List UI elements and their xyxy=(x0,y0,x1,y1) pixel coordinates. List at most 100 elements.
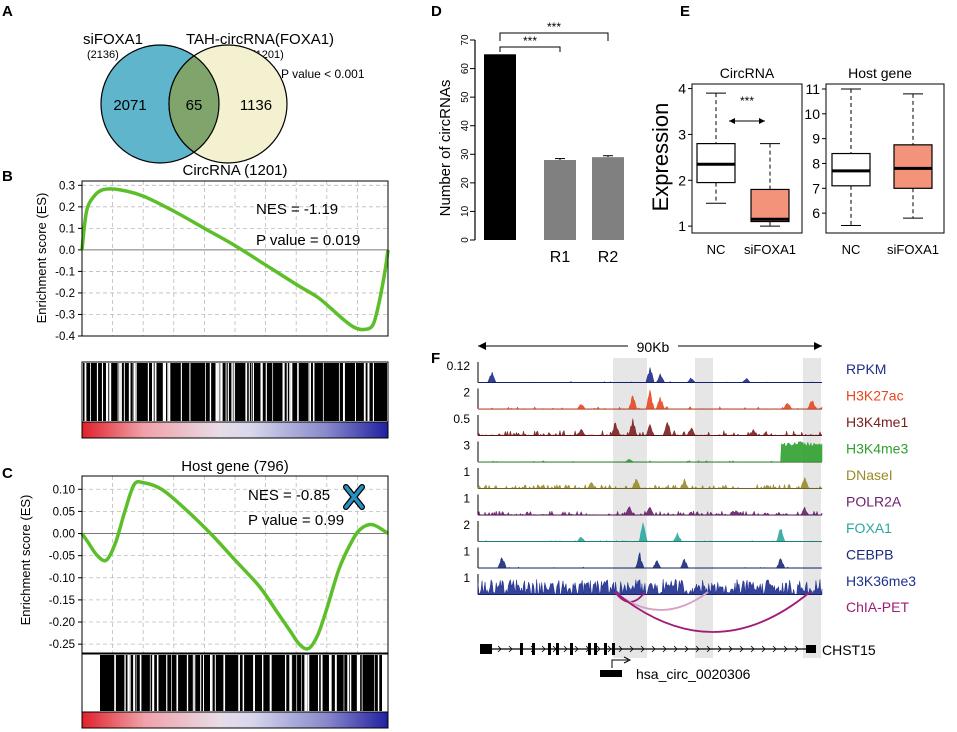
track-scale: 0.5 xyxy=(453,412,470,426)
track-name: CEBPB xyxy=(846,547,893,563)
gene-strand-arrow xyxy=(651,645,656,653)
panel-b-label: B xyxy=(2,168,13,185)
box-ytick-label: 8 xyxy=(812,155,820,171)
gene-strand-arrow xyxy=(640,645,645,653)
gsea-ytick-label: -0.25 xyxy=(49,639,75,651)
gene-strand-arrow xyxy=(552,645,557,653)
panel-e: E Expression CircRNA Host gene 1 2 3 4 6 7 8 9… xyxy=(648,3,945,257)
bar-ylabel: Number of circRNAs xyxy=(437,80,454,217)
track-signal xyxy=(477,418,823,437)
venn-left-title: siFOXA1 xyxy=(83,31,143,48)
bar-ytick-label: 50 xyxy=(460,91,471,103)
bar-yticks: 0 10 20 30 40 50 60 70 xyxy=(460,34,475,243)
track-name: H3K27ac xyxy=(846,388,904,404)
box-ytick-label: 6 xyxy=(812,205,820,221)
signal-tracks: 0.12 RPKM 2 H3K27ac 0.5 H3K4me1 3 H3K4me3 1 DNase… xyxy=(447,359,916,596)
gsea-b-grid xyxy=(82,181,388,337)
track-scale: 1 xyxy=(463,571,470,585)
gsea-ytick-label: -0.05 xyxy=(49,551,75,563)
box-body xyxy=(750,188,790,223)
track-name: DNaseI xyxy=(846,467,893,483)
gene-strand-arrow xyxy=(541,645,546,653)
venn-right-only: 1136 xyxy=(240,97,272,114)
box2-title: Host gene xyxy=(848,65,912,81)
gene-strand-arrow xyxy=(794,645,799,653)
track-signal xyxy=(477,476,823,490)
bar-ytick-label: 40 xyxy=(460,120,471,132)
gene-strand-arrow xyxy=(585,645,590,653)
track-scale: 1 xyxy=(463,545,470,559)
box2-xlabel-sifoxa1: siFOXA1 xyxy=(887,242,939,257)
panel-f: F 90Kb 0.12 RPKM 2 H3K27ac 0.5 H3K4me1 3 H3K4me… xyxy=(431,338,916,682)
gene-strand-arrow xyxy=(750,645,755,653)
gsea-c-ylabel: Enrichment score (ES) xyxy=(18,495,33,626)
gene-exon xyxy=(556,643,559,655)
gene-exon xyxy=(806,645,816,653)
gsea-c-rank-gradient xyxy=(81,711,389,729)
gene-strand-arrow xyxy=(629,645,634,653)
circ-label: hsa_circ_0020306 xyxy=(636,666,751,682)
gsea-ytick-label: -0.15 xyxy=(49,595,75,607)
box-ytick-label: 10 xyxy=(804,106,820,122)
gsea-ytick-label: -0.1 xyxy=(55,266,75,278)
gsea-ytick-label: -0.2 xyxy=(55,288,75,300)
gsea-ytick-label: 0.10 xyxy=(53,484,75,496)
track-scale: 2 xyxy=(463,386,470,400)
track-signal xyxy=(477,506,823,516)
box-ytick-label: 4 xyxy=(678,81,686,97)
venn-left-only: 2071 xyxy=(113,97,146,114)
gsea-b-frame xyxy=(81,180,389,337)
gene-strand-arrow xyxy=(684,645,689,653)
track-name: FOXA1 xyxy=(846,520,892,536)
gsea-c-yticks: 0.10 0.05 0.00 -0.05 -0.10 -0.15 -0.20 -0.25 xyxy=(49,484,82,651)
gene-model xyxy=(480,643,816,655)
bar-ytick-label: 70 xyxy=(460,34,471,46)
track-signal xyxy=(477,578,823,596)
gsea-c-frame xyxy=(81,475,389,654)
track-scale: 1 xyxy=(463,492,470,506)
gsea-hit-block xyxy=(100,655,382,711)
gene-exon xyxy=(570,643,573,655)
box1-sig: *** xyxy=(740,94,754,108)
gsea-b-es-line xyxy=(80,187,390,332)
gsea-c-title: Host gene (796) xyxy=(181,458,289,475)
track-name: H3K4me1 xyxy=(846,414,908,430)
gene-strand-arrow xyxy=(508,645,513,653)
gene-strand-arrow xyxy=(618,645,623,653)
bar-sig-bracket-2 xyxy=(499,32,609,41)
track-name: POLR2A xyxy=(846,494,902,510)
gene-exon xyxy=(548,643,551,655)
chiapet-arcs xyxy=(614,591,811,633)
gene-exon xyxy=(604,643,607,655)
gene-exon xyxy=(480,644,492,654)
gsea-ytick-label: 0.05 xyxy=(53,506,75,518)
box1-xlabel-sifoxa1: siFOXA1 xyxy=(744,242,796,257)
bar-sig-bracket-1 xyxy=(499,46,561,52)
gene-strand-arrow xyxy=(673,645,678,653)
gene-strand-arrow xyxy=(530,645,535,653)
panel-c: C Host gene (796) Enrichment score (ES) … xyxy=(2,458,389,729)
venn-right-title: TAH-circRNA(FOXA1) xyxy=(186,31,334,48)
track-name: H3K4me3 xyxy=(846,441,908,457)
gene-strand-arrow xyxy=(574,645,579,653)
gsea-b-nes: NES = -1.19 xyxy=(256,201,338,218)
gene-strand-arrow xyxy=(728,645,733,653)
track-name: RPKM xyxy=(846,361,886,377)
gene-strand-arrow xyxy=(772,645,777,653)
gsea-ytick-label: 0.00 xyxy=(53,529,75,541)
box-ytick-label: 9 xyxy=(812,131,820,147)
bar-ytick-label: 20 xyxy=(460,177,471,189)
track-signal xyxy=(477,441,823,463)
gsea-b-title: CircRNA (1201) xyxy=(182,162,287,179)
box-ytick-label: 3 xyxy=(678,126,686,142)
box1-xlabel-nc: NC xyxy=(707,242,726,257)
track-scale: 1 xyxy=(463,465,470,479)
scale-bar xyxy=(478,338,822,354)
bar-ytick-label: 0 xyxy=(460,237,471,243)
panel-e-label: E xyxy=(680,3,690,20)
track-signal xyxy=(477,522,823,542)
box1-title: CircRNA xyxy=(720,65,775,81)
gsea-c-nes: NES = -0.85 xyxy=(248,487,330,504)
gene-strand-arrow xyxy=(783,645,788,653)
